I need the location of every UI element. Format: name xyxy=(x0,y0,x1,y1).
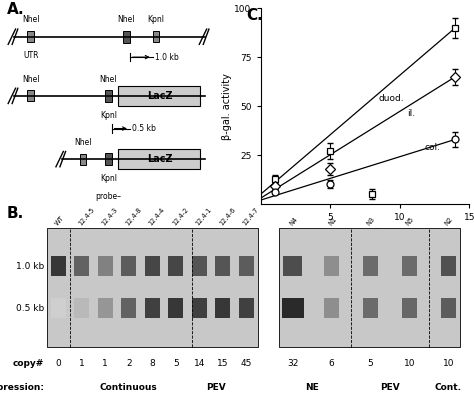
Text: 10: 10 xyxy=(443,359,454,368)
Bar xyxy=(145,298,160,318)
Text: NheI: NheI xyxy=(22,75,39,84)
Text: N2: N2 xyxy=(444,215,454,226)
Text: PEV: PEV xyxy=(206,383,226,392)
Bar xyxy=(27,31,34,42)
Text: 15: 15 xyxy=(217,359,228,368)
Text: NE: NE xyxy=(305,383,319,392)
Text: il.: il. xyxy=(407,109,415,118)
Text: A.: A. xyxy=(7,2,25,17)
Bar xyxy=(441,298,456,318)
Text: KpnI: KpnI xyxy=(100,175,117,184)
Bar xyxy=(192,256,207,277)
Bar xyxy=(118,149,201,169)
Text: NheI: NheI xyxy=(74,138,92,147)
Bar xyxy=(98,298,113,318)
Text: B.: B. xyxy=(7,206,24,221)
Bar xyxy=(402,256,417,277)
Bar xyxy=(239,298,254,318)
X-axis label: copy#: copy# xyxy=(349,228,381,237)
Bar xyxy=(282,298,304,318)
Bar xyxy=(153,31,159,42)
Text: 1: 1 xyxy=(79,359,84,368)
Text: copy#: copy# xyxy=(13,359,44,368)
Text: 6: 6 xyxy=(329,359,335,368)
Bar xyxy=(279,228,460,347)
Bar xyxy=(168,298,183,318)
Text: N4: N4 xyxy=(288,215,299,226)
Bar xyxy=(105,90,112,102)
Bar xyxy=(121,256,136,277)
Text: 12.4-5: 12.4-5 xyxy=(77,206,95,226)
Text: 0.5 kb: 0.5 kb xyxy=(16,304,44,313)
Bar xyxy=(363,298,378,318)
Bar xyxy=(402,298,417,318)
Text: 10: 10 xyxy=(404,359,415,368)
Text: 1: 1 xyxy=(102,359,108,368)
Text: 0: 0 xyxy=(55,359,61,368)
Bar xyxy=(46,228,258,347)
Text: NheI: NheI xyxy=(22,16,39,24)
Text: PEV: PEV xyxy=(380,383,400,392)
Bar xyxy=(123,31,130,43)
Text: 12.4-2: 12.4-2 xyxy=(171,206,190,226)
Text: 12.4-8: 12.4-8 xyxy=(124,206,143,226)
Text: NheI: NheI xyxy=(118,16,135,24)
Text: N3: N3 xyxy=(366,216,376,226)
Bar xyxy=(105,153,112,165)
Text: 12.4-4: 12.4-4 xyxy=(147,206,166,226)
Bar xyxy=(239,256,254,277)
Text: 12.4-7: 12.4-7 xyxy=(242,206,260,226)
Text: 5: 5 xyxy=(173,359,179,368)
Bar xyxy=(121,298,136,318)
Bar xyxy=(215,298,230,318)
Text: UTR: UTR xyxy=(23,51,38,60)
Text: duod.: duod. xyxy=(379,94,404,103)
Text: C.: C. xyxy=(246,8,263,23)
Text: Cont.: Cont. xyxy=(435,383,462,392)
Text: 0.5 kb: 0.5 kb xyxy=(132,124,156,133)
Bar xyxy=(192,298,207,318)
Text: 14: 14 xyxy=(193,359,205,368)
Text: 5: 5 xyxy=(368,359,374,368)
Bar xyxy=(283,256,302,277)
Text: 1.0 kb: 1.0 kb xyxy=(155,53,179,62)
Bar xyxy=(51,256,65,277)
Text: 12.4-3: 12.4-3 xyxy=(100,206,119,226)
Text: 8: 8 xyxy=(149,359,155,368)
Bar xyxy=(324,256,339,277)
Bar xyxy=(145,256,160,277)
Bar xyxy=(118,86,201,106)
Text: KpnI: KpnI xyxy=(100,111,117,120)
Text: 2: 2 xyxy=(126,359,131,368)
Text: Expression:: Expression: xyxy=(0,383,44,392)
Text: N5: N5 xyxy=(405,215,415,226)
Y-axis label: β-gal. activity: β-gal. activity xyxy=(222,73,232,140)
Bar xyxy=(215,256,230,277)
Text: 12.4-1: 12.4-1 xyxy=(195,206,213,226)
Bar xyxy=(168,256,183,277)
Text: KpnI: KpnI xyxy=(147,16,164,24)
Text: col.: col. xyxy=(425,143,441,152)
Text: Continuous: Continuous xyxy=(100,383,157,392)
Text: 1.0 kb: 1.0 kb xyxy=(16,262,44,271)
Bar xyxy=(27,90,34,102)
Bar xyxy=(51,298,65,318)
Bar xyxy=(363,256,378,277)
Bar xyxy=(74,298,89,318)
Text: 32: 32 xyxy=(287,359,299,368)
Text: WT: WT xyxy=(54,215,65,226)
Bar xyxy=(324,298,339,318)
Text: LacZ: LacZ xyxy=(146,91,172,101)
Text: probe–: probe– xyxy=(95,192,121,201)
Bar xyxy=(74,256,89,277)
Text: N1: N1 xyxy=(327,216,337,226)
Bar xyxy=(80,153,86,165)
Text: 45: 45 xyxy=(241,359,252,368)
Text: 12.4-6: 12.4-6 xyxy=(218,206,237,226)
Text: LacZ: LacZ xyxy=(146,154,172,164)
Bar xyxy=(98,256,113,277)
Text: NheI: NheI xyxy=(100,75,117,84)
Bar xyxy=(441,256,456,277)
